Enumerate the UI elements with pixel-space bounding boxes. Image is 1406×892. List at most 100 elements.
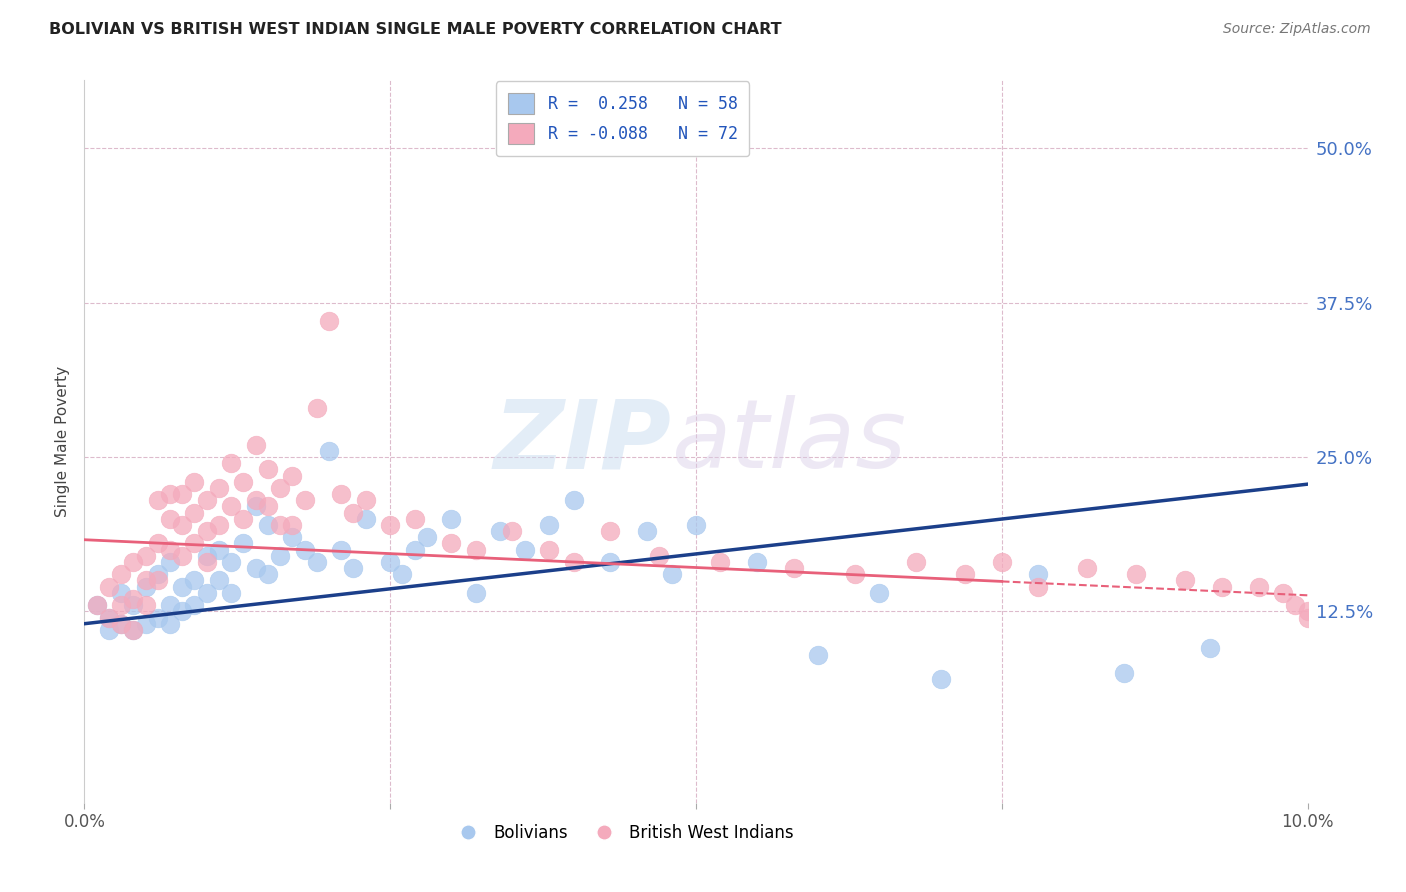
Point [538, 542, 561, 557]
Point [1211, 580, 1233, 594]
Point [159, 542, 181, 557]
Point [269, 517, 291, 532]
Point [208, 542, 231, 557]
Point [538, 517, 561, 532]
Point [354, 493, 377, 508]
Point [404, 542, 426, 557]
Point [232, 536, 254, 550]
Point [195, 524, 218, 538]
Point [146, 536, 169, 550]
Point [122, 623, 145, 637]
Point [146, 567, 169, 582]
Point [342, 561, 364, 575]
Point [294, 542, 316, 557]
Point [172, 604, 194, 618]
Point [183, 598, 205, 612]
Point [354, 512, 377, 526]
Point [257, 517, 280, 532]
Point [245, 493, 267, 508]
Point [159, 487, 181, 501]
Point [281, 530, 304, 544]
Point [953, 567, 976, 582]
Point [159, 555, 181, 569]
Point [391, 567, 413, 582]
Text: atlas: atlas [672, 395, 907, 488]
Point [219, 456, 242, 470]
Point [869, 586, 891, 600]
Point [135, 549, 157, 563]
Point [110, 616, 132, 631]
Point [318, 443, 340, 458]
Point [1284, 598, 1306, 612]
Point [318, 314, 340, 328]
Point [232, 475, 254, 489]
Point [97, 610, 120, 624]
Point [1076, 561, 1098, 575]
Point [905, 555, 928, 569]
Point [219, 555, 242, 569]
Point [562, 493, 585, 508]
Point [135, 574, 157, 588]
Point [195, 549, 218, 563]
Point [416, 530, 439, 544]
Point [110, 598, 132, 612]
Point [159, 512, 181, 526]
Point [305, 555, 328, 569]
Text: ZIP: ZIP [494, 395, 672, 488]
Point [380, 517, 402, 532]
Point [219, 586, 242, 600]
Point [1028, 580, 1050, 594]
Point [844, 567, 866, 582]
Point [183, 506, 205, 520]
Point [709, 555, 731, 569]
Point [440, 536, 463, 550]
Point [599, 555, 621, 569]
Point [747, 555, 769, 569]
Point [440, 512, 463, 526]
Point [783, 561, 806, 575]
Point [172, 549, 194, 563]
Point [86, 598, 108, 612]
Y-axis label: Single Male Poverty: Single Male Poverty [55, 366, 70, 517]
Point [245, 561, 267, 575]
Point [195, 555, 218, 569]
Point [146, 610, 169, 624]
Point [380, 555, 402, 569]
Point [183, 536, 205, 550]
Legend: Bolivians, British West Indians: Bolivians, British West Indians [444, 817, 800, 848]
Point [1198, 641, 1220, 656]
Point [685, 517, 707, 532]
Point [305, 401, 328, 415]
Point [269, 481, 291, 495]
Point [122, 623, 145, 637]
Point [562, 555, 585, 569]
Point [991, 555, 1014, 569]
Point [159, 616, 181, 631]
Point [135, 598, 157, 612]
Point [269, 549, 291, 563]
Text: Source: ZipAtlas.com: Source: ZipAtlas.com [1223, 22, 1371, 37]
Point [146, 574, 169, 588]
Point [159, 598, 181, 612]
Point [232, 512, 254, 526]
Point [342, 506, 364, 520]
Point [195, 493, 218, 508]
Point [281, 468, 304, 483]
Point [464, 586, 486, 600]
Point [97, 610, 120, 624]
Point [404, 512, 426, 526]
Point [648, 549, 671, 563]
Point [208, 481, 231, 495]
Point [172, 487, 194, 501]
Point [86, 598, 108, 612]
Point [294, 493, 316, 508]
Point [661, 567, 683, 582]
Point [281, 517, 304, 532]
Point [330, 487, 353, 501]
Point [257, 500, 280, 514]
Point [1247, 580, 1270, 594]
Point [1272, 586, 1295, 600]
Point [135, 580, 157, 594]
Point [110, 616, 132, 631]
Point [489, 524, 512, 538]
